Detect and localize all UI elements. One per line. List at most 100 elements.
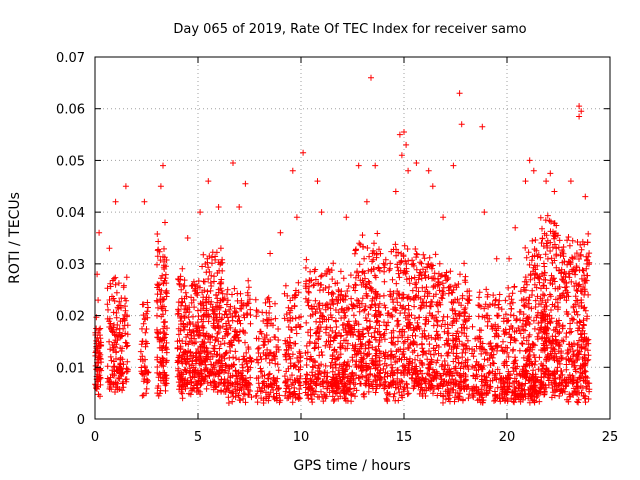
data-point xyxy=(420,348,427,355)
data-point xyxy=(329,314,335,321)
data-point xyxy=(175,379,182,386)
data-point xyxy=(380,260,387,267)
data-point xyxy=(180,382,187,389)
data-point xyxy=(292,291,299,298)
data-point xyxy=(547,319,554,326)
data-point xyxy=(204,368,211,374)
data-point xyxy=(431,386,437,393)
data-point xyxy=(319,312,325,319)
data-point xyxy=(572,293,579,300)
data-point xyxy=(554,357,561,364)
data-point xyxy=(344,332,351,338)
data-point xyxy=(574,239,581,245)
data-point xyxy=(302,264,309,271)
data-point xyxy=(214,295,221,302)
data-point xyxy=(405,167,412,174)
data-point xyxy=(122,376,129,383)
data-point xyxy=(511,284,518,291)
data-point xyxy=(317,273,324,280)
data-point xyxy=(187,391,194,398)
data-point xyxy=(305,289,312,296)
data-point xyxy=(488,351,495,358)
data-point xyxy=(460,383,466,390)
data-point xyxy=(528,360,535,367)
data-point xyxy=(377,331,384,338)
data-point xyxy=(390,246,397,253)
data-point xyxy=(203,353,210,360)
data-point xyxy=(215,359,221,366)
data-point xyxy=(116,367,123,373)
data-point xyxy=(565,398,572,405)
data-point xyxy=(215,357,222,364)
data-point xyxy=(513,316,520,323)
data-point xyxy=(378,376,385,382)
data-point xyxy=(424,264,431,270)
data-point xyxy=(307,326,314,333)
data-point xyxy=(306,340,313,347)
data-point xyxy=(459,295,466,302)
data-point xyxy=(324,373,331,380)
data-point xyxy=(269,381,276,388)
data-point xyxy=(221,311,228,318)
data-point xyxy=(547,248,554,254)
data-point xyxy=(376,267,383,274)
data-point xyxy=(549,301,556,308)
data-point xyxy=(522,178,529,185)
data-point xyxy=(463,343,470,349)
data-point xyxy=(400,388,407,395)
data-point xyxy=(385,353,391,360)
data-point xyxy=(556,329,563,335)
data-point xyxy=(222,367,229,374)
data-point xyxy=(365,267,372,274)
data-point xyxy=(107,283,114,290)
data-point xyxy=(191,304,198,311)
data-point xyxy=(272,315,279,322)
data-point xyxy=(423,376,429,383)
data-point xyxy=(553,339,560,345)
x-tick-label: 25 xyxy=(602,430,619,445)
data-point xyxy=(178,369,185,376)
data-point xyxy=(334,390,340,397)
data-point xyxy=(207,339,214,346)
data-point xyxy=(243,360,250,367)
data-point xyxy=(460,378,467,385)
data-point xyxy=(313,329,320,336)
data-point xyxy=(178,313,185,320)
data-point xyxy=(345,373,352,380)
data-point xyxy=(437,390,444,397)
data-point xyxy=(264,346,271,353)
data-point xyxy=(142,329,149,336)
data-point xyxy=(143,310,150,317)
data-point xyxy=(216,370,223,377)
data-point xyxy=(431,369,437,376)
data-point xyxy=(318,209,325,216)
data-point xyxy=(428,377,435,384)
data-point xyxy=(538,367,545,374)
data-point xyxy=(140,312,147,319)
data-point xyxy=(390,306,397,313)
data-point xyxy=(470,353,477,360)
data-point xyxy=(585,380,592,387)
data-point xyxy=(110,347,116,354)
data-point xyxy=(199,298,206,305)
data-point xyxy=(340,321,347,328)
data-point xyxy=(458,329,465,336)
data-point xyxy=(332,371,338,378)
data-point xyxy=(184,235,191,241)
data-point xyxy=(380,292,387,299)
data-point xyxy=(558,387,565,394)
data-point xyxy=(574,398,581,405)
data-point xyxy=(360,350,367,357)
data-point xyxy=(563,361,570,368)
data-point xyxy=(271,394,278,401)
data-point xyxy=(541,269,548,276)
data-point xyxy=(460,370,467,377)
data-point xyxy=(342,292,349,299)
data-point xyxy=(229,390,236,397)
data-point xyxy=(117,318,124,325)
data-point xyxy=(407,341,414,348)
data-point xyxy=(576,103,583,110)
data-point xyxy=(576,281,583,288)
data-point xyxy=(554,285,561,292)
data-point xyxy=(104,285,111,292)
